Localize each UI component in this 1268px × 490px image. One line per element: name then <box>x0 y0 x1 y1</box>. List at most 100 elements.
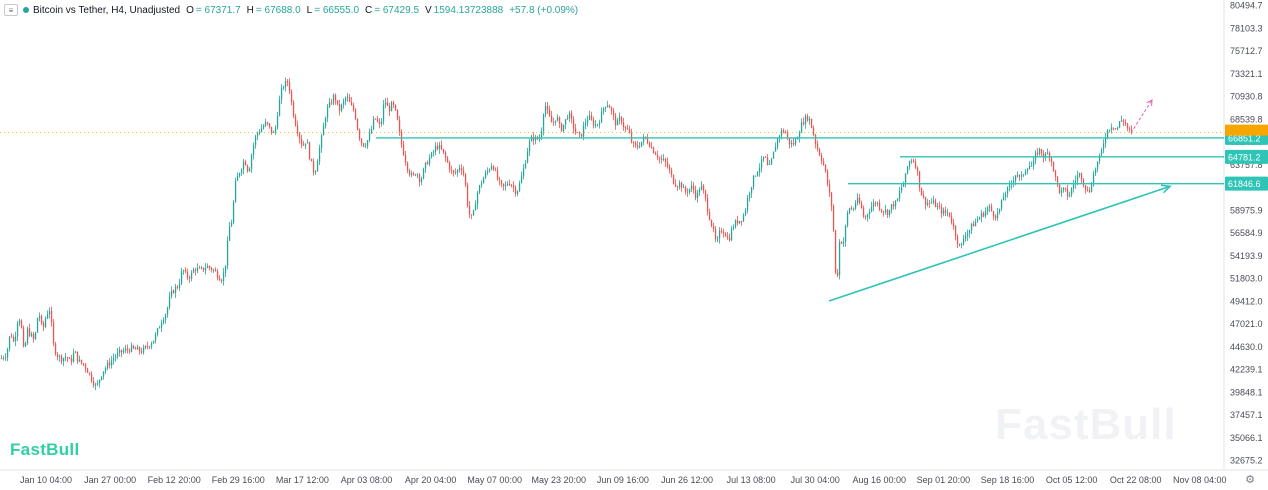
candle-body <box>830 192 833 207</box>
candle-body <box>552 122 555 124</box>
candle-body <box>598 122 601 125</box>
candle-body <box>100 376 103 380</box>
candle-body <box>922 195 925 198</box>
candle-body <box>344 98 347 102</box>
candle-body <box>1120 120 1123 122</box>
candle-body <box>62 358 65 362</box>
candle-body <box>1044 154 1047 158</box>
candle-body <box>106 362 109 369</box>
candle-body <box>418 174 421 182</box>
candle-body <box>1116 127 1119 130</box>
candle-body <box>982 213 985 217</box>
candle-body <box>56 354 59 357</box>
candle-body <box>626 128 629 130</box>
candle-body <box>304 143 307 146</box>
candle-body <box>796 138 799 140</box>
candle-body <box>442 149 445 153</box>
candle-body <box>440 145 443 150</box>
candle-body <box>340 104 343 111</box>
candle-body <box>196 267 199 271</box>
candle-body <box>420 178 423 182</box>
candle-body <box>60 355 63 362</box>
candle-body <box>466 184 469 206</box>
candle-body <box>40 315 43 324</box>
candle-body <box>956 236 959 244</box>
candle-body <box>574 128 577 133</box>
candle-body <box>850 208 853 210</box>
candle-body <box>416 174 419 176</box>
candle-body <box>58 355 61 357</box>
candle-body <box>584 122 587 126</box>
candle-body <box>1038 149 1041 155</box>
gear-icon[interactable]: ⚙ <box>1245 474 1255 486</box>
candle-body <box>622 122 625 128</box>
price-tick-label: 54193.9 <box>1230 251 1263 261</box>
candle-body <box>338 103 341 111</box>
candle-body <box>1104 137 1107 144</box>
candle-body <box>648 142 651 147</box>
candle-body <box>396 109 399 120</box>
candle-body <box>908 161 911 167</box>
candle-body <box>500 180 503 184</box>
candle-body <box>636 145 639 148</box>
candle-body <box>198 267 201 269</box>
candle-body <box>510 185 513 186</box>
candle-body <box>1024 171 1027 175</box>
candle-body <box>408 170 411 175</box>
candle-body <box>170 290 173 297</box>
candle-body <box>394 104 397 110</box>
candle-body <box>188 277 191 279</box>
candle-body <box>318 148 321 162</box>
volume-value: 1594.13723888 <box>433 4 504 16</box>
time-tick-label: Oct 22 08:00 <box>1110 475 1162 485</box>
candle-body <box>2 357 5 359</box>
candle-body <box>42 323 45 327</box>
candle-body <box>36 318 39 333</box>
candle-body <box>166 307 169 315</box>
candle-body <box>692 185 695 190</box>
candle-body <box>254 136 257 146</box>
candle-body <box>70 358 73 362</box>
candle-body <box>228 226 231 241</box>
low-key: L <box>306 4 313 16</box>
candle-body <box>24 343 27 347</box>
candle-body <box>570 112 573 120</box>
high-key: H <box>246 4 254 16</box>
candle-body <box>260 128 263 132</box>
candle-body <box>1114 128 1117 130</box>
candle-body <box>122 350 125 353</box>
candle-body <box>388 106 391 112</box>
price-tick-label: 58975.9 <box>1230 205 1263 215</box>
candle-body <box>48 311 51 315</box>
candle-body <box>724 233 727 237</box>
candle-body <box>716 238 719 240</box>
candle-body <box>280 88 283 100</box>
candle-body <box>1000 200 1003 209</box>
candle-body <box>1110 127 1113 130</box>
candle-body <box>98 379 101 384</box>
candle-body <box>672 175 675 184</box>
candle-body <box>112 358 115 361</box>
candle-body <box>846 212 849 226</box>
price-tick-label: 75712.7 <box>1230 46 1263 56</box>
candle-body <box>272 132 275 133</box>
candle-body <box>634 142 637 146</box>
candle-body <box>226 240 229 266</box>
candle-body <box>360 138 363 144</box>
candle-body <box>384 102 387 105</box>
candle-body <box>248 168 251 172</box>
candle-body <box>904 173 907 184</box>
candle-body <box>458 168 461 170</box>
candle-body <box>264 122 267 127</box>
time-tick-label: Apr 03 08:00 <box>341 475 393 485</box>
time-tick-label: Oct 05 12:00 <box>1046 475 1098 485</box>
candle-body <box>4 357 7 359</box>
candle-body <box>686 191 689 193</box>
candle-body <box>108 362 111 366</box>
collapse-legend-icon[interactable]: ≡ <box>4 4 18 16</box>
candle-body <box>1040 149 1043 154</box>
candle-body <box>964 236 967 239</box>
candle-body <box>270 126 273 133</box>
